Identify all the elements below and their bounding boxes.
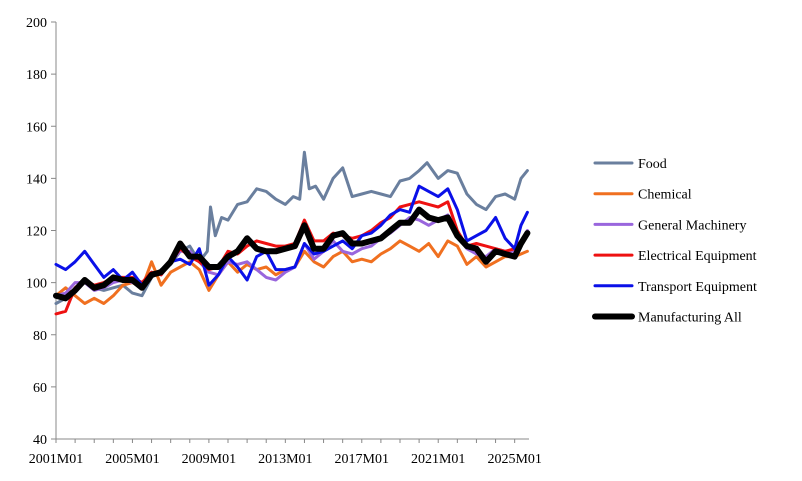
y-tick-label: 120 — [26, 225, 47, 240]
series-line-manufacturing-all — [53, 206, 531, 302]
legend-label-chemical: Chemical — [638, 188, 692, 203]
legend-label-food: Food — [638, 157, 667, 172]
x-tick-label: 2001M01 — [29, 452, 83, 467]
series-line-electrical-equipment — [54, 200, 529, 316]
series-line-transport-equipment — [54, 184, 529, 287]
series-line-food — [54, 150, 529, 305]
y-tick-label: 140 — [26, 172, 47, 187]
legend-label-manufacturing-all: Manufacturing All — [638, 311, 742, 326]
x-tick-label: 2025M01 — [487, 452, 541, 467]
y-tick-label: 160 — [26, 120, 47, 135]
legend-label-transport-equipment: Transport Equipment — [638, 280, 757, 295]
y-tick-label: 180 — [26, 68, 47, 83]
series-line-chemical — [54, 239, 529, 305]
legend-label-general-machinery: General Machinery — [638, 218, 746, 233]
y-tick-label: 60 — [33, 381, 47, 396]
y-tick-label: 80 — [33, 329, 47, 344]
axes: 40 60 80 100 120 140 160 180 200 2001M01 2005M01 20… — [26, 16, 542, 467]
y-tick-label: 200 — [26, 16, 47, 31]
x-tick-label: 2005M01 — [105, 452, 159, 467]
y-tick-label: 100 — [26, 277, 47, 292]
legend-label-electrical-equipment: Electrical Equipment — [638, 249, 757, 264]
series-lines — [53, 150, 531, 316]
x-tick-label: 2013M01 — [258, 452, 312, 467]
legend: Food Chemical General Machinery Electrical … — [592, 157, 757, 326]
x-tick-label: 2021M01 — [411, 452, 465, 467]
x-tick-label: 2017M01 — [335, 452, 389, 467]
y-tick-label: 40 — [33, 433, 47, 448]
x-tick-label: 2009M01 — [182, 452, 236, 467]
